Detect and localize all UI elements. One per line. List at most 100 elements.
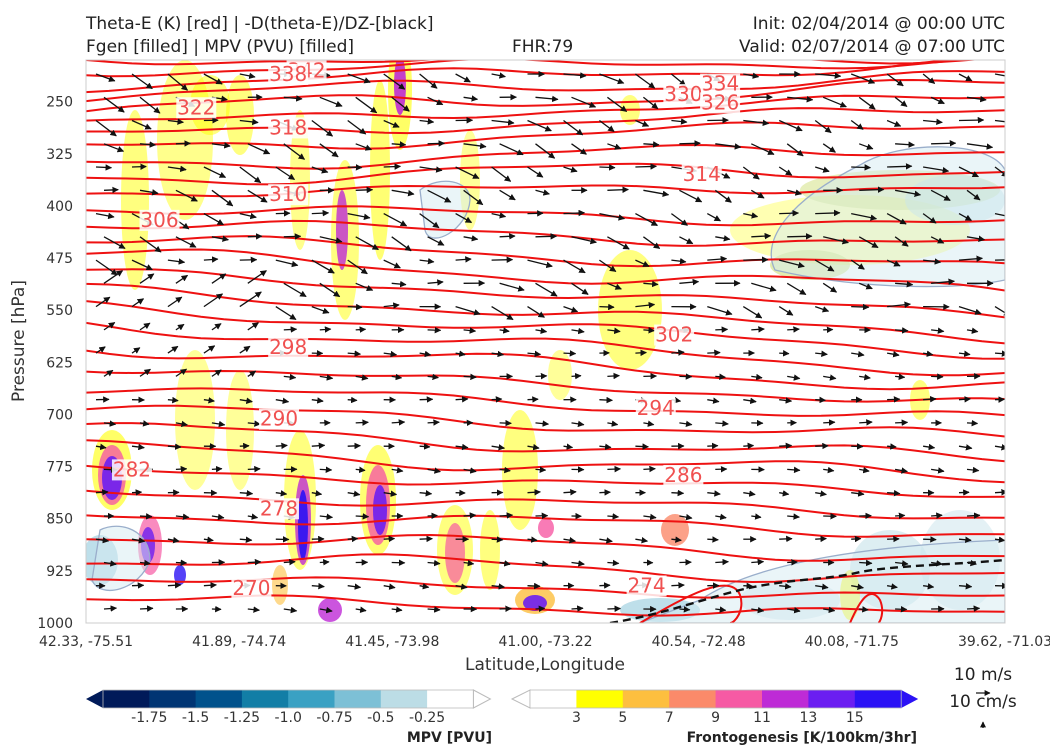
wind-arrow — [923, 395, 937, 403]
fill-cell — [445, 523, 465, 583]
wind-arrow — [923, 118, 943, 126]
theta-e-label: 322 — [177, 95, 215, 119]
wind-arrow — [311, 442, 326, 449]
wind-arrow — [563, 488, 577, 496]
wind-arrow — [607, 143, 622, 150]
wind-arrow — [535, 233, 558, 240]
wind-arrow — [311, 582, 325, 590]
wind-arrow — [679, 236, 694, 245]
wind-arrow — [923, 443, 936, 451]
wind-arrow — [95, 212, 115, 220]
wind-arrow — [535, 372, 548, 380]
wind-arrow — [211, 420, 226, 428]
wind-arrow — [535, 282, 558, 297]
mpv-colorbar-segment — [149, 690, 197, 708]
wind-arrow — [671, 489, 685, 497]
wind-arrow — [527, 536, 538, 543]
wind-arrow — [247, 606, 260, 613]
wind-arrow — [535, 605, 546, 613]
wind-arrow — [527, 443, 540, 451]
wind-arrow — [778, 166, 793, 176]
wind-arrow — [607, 327, 621, 334]
y-tick-label: 250 — [46, 95, 73, 111]
wind-arrow — [895, 606, 908, 613]
wind-arrow — [643, 465, 656, 473]
dthetae-dz-line — [609, 558, 1005, 623]
wind-arrow — [571, 327, 585, 335]
wind-arrow — [167, 536, 180, 544]
wind-arrow — [635, 301, 656, 309]
wind-arrow — [319, 282, 341, 298]
wind-arrow — [851, 212, 878, 221]
wind-arrow — [707, 442, 719, 450]
wind-arrow — [994, 444, 1005, 451]
y-tick-label: 1000 — [37, 616, 73, 632]
wind-arrow — [319, 143, 339, 158]
y-tick-label: 775 — [46, 460, 73, 476]
wind-arrow — [958, 166, 979, 178]
theta-e-line — [86, 94, 1005, 122]
wind-arrow — [167, 345, 179, 354]
wind-arrow — [247, 370, 257, 378]
init-time: Init: 02/04/2014 @ 00:00 UTC — [752, 14, 1005, 34]
wind-arrow — [167, 73, 189, 91]
wind-arrow — [347, 442, 361, 450]
wind-arrow — [822, 143, 836, 153]
wind-arrow — [779, 350, 790, 357]
wind-arrow — [635, 119, 650, 127]
wind-arrow — [966, 235, 986, 242]
y-axis-label: Pressure [hPa] — [9, 280, 29, 402]
wind-arrow — [463, 142, 487, 150]
wind-arrow — [95, 259, 118, 276]
wind-arrow — [787, 513, 800, 520]
wind-vectors — [95, 70, 1005, 614]
wind-arrow — [275, 259, 299, 268]
wind-arrow — [858, 236, 879, 249]
wind-arrow — [894, 96, 908, 108]
wind-arrow — [95, 73, 116, 82]
wind-arrow — [95, 164, 113, 171]
wind-arrow — [427, 326, 442, 334]
wind-arrow — [427, 96, 444, 106]
x-axis-ticks: 42.33, -75.51 41.89, -74.74 41.45, -73.98 4… — [39, 634, 1050, 650]
wind-arrow — [139, 96, 161, 114]
wind-arrow — [895, 280, 914, 288]
wind-arrow — [787, 326, 800, 333]
wind-arrow — [886, 259, 901, 267]
wind-arrow — [383, 73, 406, 90]
wind-arrow — [958, 444, 973, 451]
theta-e-label-bg — [635, 398, 676, 420]
theta-e-line — [86, 369, 1005, 403]
wind-arrow — [463, 373, 477, 381]
wind-arrow — [858, 143, 874, 150]
wind-arrow — [751, 143, 775, 155]
wind-arrow — [607, 186, 629, 193]
wind-arrow — [391, 467, 404, 474]
wind-arrow — [886, 350, 900, 358]
wind-arrow — [491, 536, 504, 543]
wind-arrow — [247, 143, 271, 155]
wind-arrow — [347, 164, 363, 171]
wind-arrow — [355, 513, 370, 520]
theta-e-line — [86, 107, 1005, 135]
wind-arrow — [455, 256, 472, 263]
wind-arrow — [383, 490, 398, 497]
wind-arrow — [895, 560, 909, 567]
wind-arrow — [715, 373, 726, 380]
wind-arrow — [283, 143, 306, 160]
wind-arrow — [679, 513, 693, 521]
wind-arrow — [175, 420, 188, 428]
wind-arrow — [743, 442, 755, 450]
wind-arrow — [463, 467, 477, 474]
wind-arrow — [319, 513, 334, 520]
wind-arrow — [994, 73, 1005, 77]
wind-arrow — [347, 490, 361, 497]
wind-arrow — [815, 72, 842, 79]
fgen-colorbar-tick: 9 — [711, 710, 720, 726]
wind-arrow — [930, 189, 951, 201]
theta-e-line — [86, 387, 1005, 417]
wind-arrow — [787, 466, 801, 474]
theta-e-label: 302 — [655, 323, 693, 347]
wind-arrow — [247, 558, 262, 566]
wind-arrow — [427, 373, 439, 381]
